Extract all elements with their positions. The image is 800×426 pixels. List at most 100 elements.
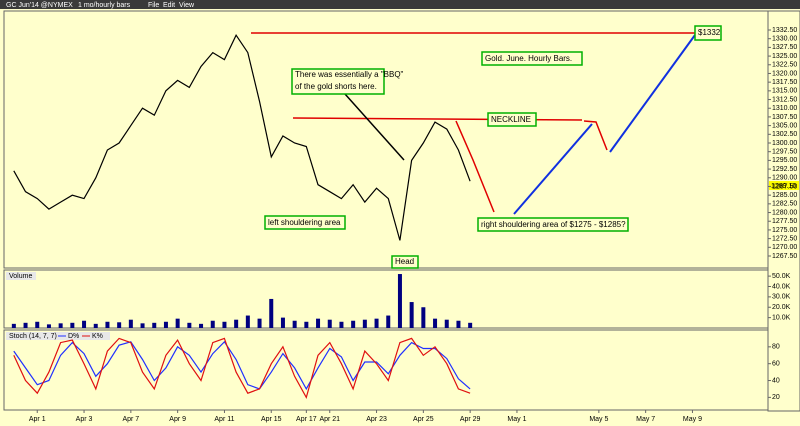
volume-bar	[199, 323, 204, 328]
volume-bar	[140, 323, 145, 328]
annotation: $1332	[698, 28, 721, 37]
volume-bar	[362, 319, 367, 328]
volume-bar	[210, 320, 215, 328]
volume-bar	[374, 318, 379, 328]
y-tick-label: 1320.00	[772, 70, 797, 77]
last-price-bg	[769, 181, 799, 190]
x-tick-label: Apr 15	[261, 416, 282, 423]
y-tick-label: 40	[772, 377, 780, 384]
y-tick-label: 1325.00	[772, 53, 797, 60]
y-tick-label: 1322.50	[772, 62, 797, 69]
annotation: NECKLINE	[491, 115, 531, 124]
volume-bar	[327, 319, 332, 328]
annotation: There was essentially a "BBQ"	[295, 70, 404, 79]
price-axis	[767, 10, 800, 412]
y-tick-label: 1290.00	[772, 175, 797, 182]
volume-bar	[292, 320, 297, 328]
annotation-boxes	[264, 25, 722, 269]
menu-item[interactable]: File	[148, 2, 159, 9]
volume-bar	[280, 317, 285, 328]
y-tick-label: 1305.00	[772, 122, 797, 129]
volume-bar	[304, 321, 309, 328]
x-tick-label: Apr 9	[169, 416, 186, 423]
stoch-line	[13, 337, 471, 399]
y-tick-label: 20.0K	[772, 304, 791, 311]
volume-bar	[456, 320, 461, 328]
volume-bar	[187, 322, 192, 328]
last-price: 1289.10	[771, 183, 796, 190]
x-tick-label: Apr 11	[214, 416, 234, 423]
y-tick-label: 1300.00	[772, 140, 797, 147]
volume-bar	[433, 318, 438, 328]
volume-bar	[257, 318, 262, 328]
y-tick-label: 10.0K	[772, 314, 791, 321]
volume-bar	[128, 319, 133, 328]
x-tick-label: Apr 3	[76, 416, 93, 423]
volume-bar	[11, 323, 16, 328]
y-tick-label: 1297.50	[772, 149, 797, 156]
y-tick-label: 1285.00	[772, 192, 797, 199]
x-tick-label: May 5	[589, 416, 608, 423]
panel-title: Stoch (14, 7, 7)	[9, 333, 57, 340]
stoch-line	[13, 340, 471, 391]
y-tick-label: 1277.50	[772, 218, 797, 225]
y-tick-label: 1332.50	[772, 27, 797, 34]
annotation: left shouldering area	[268, 218, 341, 227]
volume-bar	[222, 321, 227, 328]
volume-bar	[269, 298, 274, 328]
annotation: Gold. June. Hourly Bars.	[485, 54, 572, 63]
y-tick-label: 1302.50	[772, 131, 797, 138]
y-tick-label: 50.0K	[772, 273, 791, 280]
y-tick-label: 1292.50	[772, 166, 797, 173]
y-tick-label: 1307.50	[772, 114, 797, 121]
legend-label: K%	[92, 333, 103, 340]
panel-label-bg	[6, 272, 36, 280]
y-tick-label: 30.0K	[772, 294, 791, 301]
x-tick-label: May 7	[636, 416, 655, 423]
x-tick-label: Apr 29	[460, 416, 481, 423]
top-bar	[0, 0, 800, 9]
y-tick-label: 1270.00	[772, 244, 797, 251]
volume-bar	[386, 315, 391, 328]
panel-title: Volume	[9, 273, 32, 280]
x-tick-label: Apr 17	[296, 416, 317, 423]
volume-bar	[35, 321, 40, 328]
y-tick-label: 1312.50	[772, 96, 797, 103]
annotation: Head	[395, 257, 414, 266]
y-tick-label: 20	[772, 394, 780, 401]
x-tick-label: May 1	[507, 416, 526, 423]
y-tick-label: 1315.00	[772, 88, 797, 95]
volume-bar	[152, 322, 157, 328]
y-tick-label: 1287.50	[772, 183, 797, 190]
volume-bar	[245, 315, 250, 328]
volume-bar	[339, 321, 344, 328]
volume-bar	[82, 320, 87, 328]
legend-label: D%	[68, 333, 79, 340]
volume-bar	[351, 320, 356, 328]
volume-bar	[58, 323, 63, 328]
y-tick-label: 1275.00	[772, 227, 797, 234]
interval[interactable]: 1 mo/hourly bars	[78, 2, 131, 9]
x-tick-label: Apr 25	[413, 416, 434, 423]
y-tick-label: 1310.00	[772, 105, 797, 112]
annotation: of the gold shorts here.	[295, 82, 377, 91]
y-tick-label: 1267.50	[772, 253, 797, 260]
volume-bar	[117, 322, 122, 328]
symbol: GC Jun'14 @NYMEX	[6, 2, 73, 9]
volume-bar	[163, 321, 168, 328]
y-tick-label: 40.0K	[772, 283, 791, 290]
y-tick-label: 1330.00	[772, 36, 797, 43]
y-tick-label: 1280.00	[772, 209, 797, 216]
volume-bar	[93, 323, 98, 328]
menu-item[interactable]: Edit	[163, 2, 175, 9]
x-tick-label: Apr 23	[366, 416, 387, 423]
volume-bar	[46, 324, 51, 328]
volume-bar	[105, 321, 110, 328]
volume-bar	[316, 318, 321, 328]
volume-bar	[468, 322, 473, 328]
volume-bar	[23, 322, 28, 328]
menu-item[interactable]: View	[179, 2, 195, 9]
price-line	[13, 33, 471, 241]
y-tick-label: 1272.50	[772, 235, 797, 242]
